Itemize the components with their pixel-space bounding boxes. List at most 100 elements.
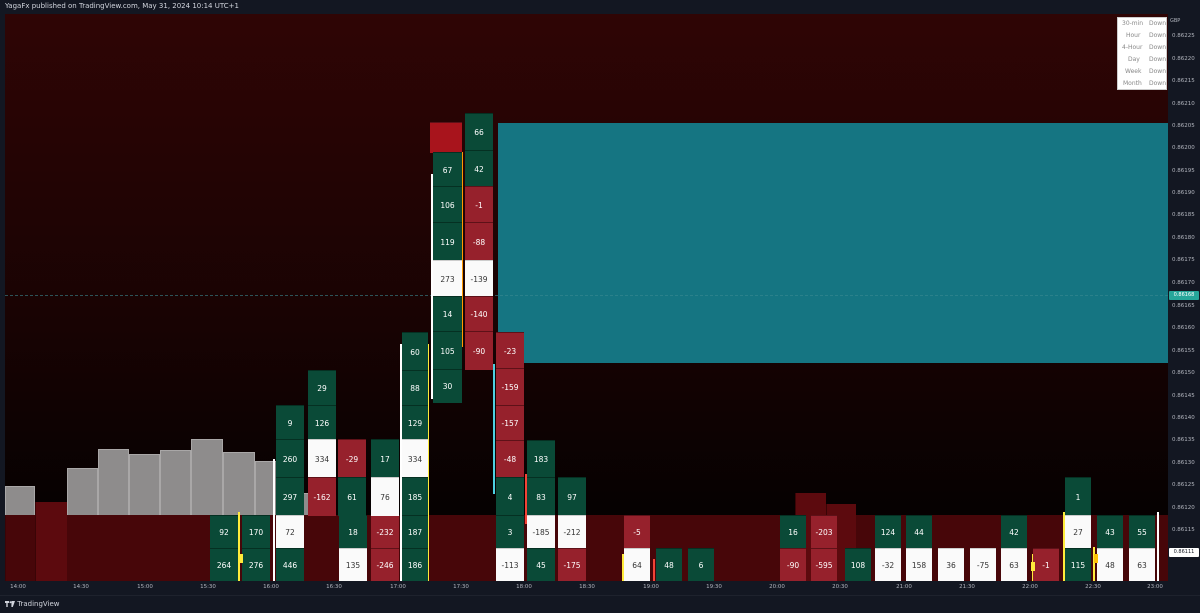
footprint-cell: 48 (656, 548, 682, 581)
price-label: 0.86140 (1172, 415, 1195, 421)
footprint-cell: -203 (811, 515, 837, 549)
trend-direction: Down (1149, 44, 1167, 51)
current-price-line (5, 295, 1168, 296)
trend-direction: Down (1149, 68, 1167, 75)
time-label: 18:30 (579, 584, 595, 590)
footprint-cell: 273 (433, 260, 462, 297)
trend-row: Week Down (1118, 66, 1168, 78)
price-label: 0.86115 (1172, 527, 1195, 533)
profile-bar (67, 468, 98, 516)
wick (238, 512, 240, 581)
wick (525, 474, 527, 524)
time-axis[interactable]: 14:00 14:30 15:00 15:30 16:00 16:30 17:0… (5, 581, 1168, 595)
footprint-cell: -140 (465, 296, 493, 332)
footprint-cell: 83 (527, 477, 555, 516)
footprint-cell: 6 (688, 548, 714, 581)
price-label: 0.86225 (1172, 33, 1195, 39)
footprint-cell: 3 (496, 515, 524, 549)
footprint-cell: 1 (1065, 477, 1091, 516)
footprint-cell: 43 (1097, 515, 1123, 549)
footprint-cell: -246 (371, 548, 399, 581)
price-label: 0.86180 (1172, 235, 1195, 241)
trend-timeframe: 30-min (1122, 20, 1144, 27)
trend-timeframe: Day (1128, 56, 1140, 63)
time-label: 14:30 (73, 584, 89, 590)
value-area-zone[interactable] (498, 123, 1168, 363)
trend-timeframe: Hour (1126, 32, 1141, 39)
wick (1063, 512, 1065, 581)
footprint-cell: 276 (242, 548, 270, 581)
time-label: 19:00 (643, 584, 659, 590)
publication-header: YagaFx published on TradingView.com, May… (0, 0, 1200, 14)
current-price-badge: 0.86168 (1169, 291, 1199, 300)
footprint-cell: -29 (338, 439, 366, 478)
price-label: 0.86195 (1172, 168, 1195, 174)
footprint-cell: 27 (1065, 515, 1091, 549)
footprint-cell: -48 (496, 440, 524, 478)
price-label: 0.86220 (1172, 56, 1195, 62)
footprint-cell: 9 (276, 405, 304, 440)
price-axis[interactable]: GBP 0.86225 0.86220 0.86215 0.86210 0.86… (1168, 14, 1200, 581)
wick (653, 559, 655, 581)
last-price-badge: 0.86111 (1169, 548, 1199, 557)
time-label: 20:30 (832, 584, 848, 590)
time-label: 17:00 (390, 584, 406, 590)
time-label: 19:30 (706, 584, 722, 590)
currency-label: GBP (1170, 18, 1181, 24)
footprint-cell: 76 (371, 477, 399, 516)
trend-row: 4-Hour Down (1118, 42, 1168, 54)
footprint-cell: 186 (402, 548, 428, 581)
footprint-cell: -90 (780, 548, 806, 581)
footprint-cell: 18 (339, 515, 367, 549)
chart-pane[interactable]: 92 264 170 276 9 260 297 72 446 29 126 3… (5, 14, 1168, 581)
footprint-cell: 88 (402, 370, 428, 406)
profile-bar (129, 454, 160, 516)
footprint-cell: 67 (433, 152, 462, 187)
footprint-cell: -212 (558, 515, 586, 549)
footprint-cell: -90 (465, 331, 493, 370)
price-label: 0.86145 (1172, 393, 1195, 399)
footprint-cell: 108 (845, 548, 871, 581)
time-label: 16:00 (263, 584, 279, 590)
price-label: 0.86155 (1172, 348, 1195, 354)
time-label: 22:00 (1022, 584, 1038, 590)
time-label: 14:00 (10, 584, 26, 590)
time-label: 16:30 (326, 584, 342, 590)
footprint-cell: -23 (496, 332, 524, 369)
wick (461, 152, 463, 347)
wick (431, 174, 433, 399)
footprint-cell: -185 (527, 515, 555, 549)
price-label: 0.86170 (1172, 280, 1195, 286)
time-label: 20:00 (769, 584, 785, 590)
footprint-cell: 106 (433, 186, 462, 223)
footprint-cell: 105 (433, 331, 462, 370)
footprint-cell: 115 (1065, 548, 1091, 581)
price-label: 0.86135 (1172, 437, 1195, 443)
wick (400, 344, 402, 581)
footprint-cell: 17 (371, 439, 399, 478)
wick (1093, 547, 1095, 581)
price-label: 0.86165 (1172, 303, 1195, 309)
publisher-text: YagaFx published on TradingView.com, May… (5, 2, 239, 10)
time-label: 23:00 (1147, 584, 1163, 590)
footprint-cell: -88 (465, 222, 493, 261)
marker (1031, 562, 1035, 571)
time-label: 15:00 (137, 584, 153, 590)
footprint-cell: 4 (496, 477, 524, 516)
footprint-cell: 29 (308, 370, 336, 406)
footprint-cell: 48 (1097, 548, 1123, 581)
footprint-cell: 183 (527, 440, 555, 478)
footprint-cell: 36 (938, 548, 964, 581)
price-label: 0.86175 (1172, 257, 1195, 263)
footprint-cell: 297 (276, 477, 304, 516)
footprint-cell: 16 (780, 515, 806, 549)
trend-panel: 30-min Down Hour Down 4-Hour Down Day Do… (1117, 17, 1167, 90)
trend-direction: Down (1149, 56, 1167, 63)
footprint-cell: 135 (339, 548, 367, 581)
trend-row: Day Down (1118, 54, 1168, 66)
footprint-cell: 92 (210, 515, 238, 549)
footprint-cell: 44 (906, 515, 932, 549)
profile-bar (98, 449, 129, 516)
footprint-cell: 185 (402, 477, 428, 516)
footprint-cell: -595 (811, 548, 837, 581)
